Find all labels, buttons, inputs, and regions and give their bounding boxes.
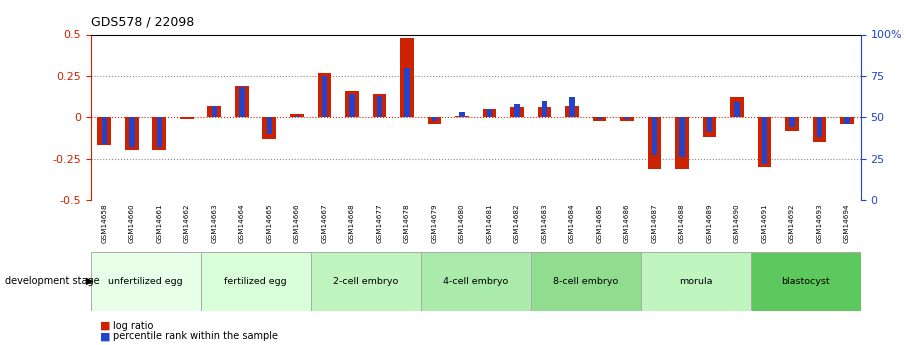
Bar [377,96,382,117]
Bar [483,109,496,117]
Bar [180,117,194,119]
Text: percentile rank within the sample: percentile rank within the sample [113,332,278,341]
Bar [593,117,606,121]
Bar [624,117,630,119]
Bar [125,117,139,150]
Text: blastocyst: blastocyst [781,277,830,286]
Bar [680,117,685,157]
Bar [420,252,531,310]
Bar [235,86,249,117]
Bar [455,116,468,117]
Bar [322,76,327,117]
Bar [757,117,771,167]
Bar [428,117,441,124]
Bar [840,117,853,124]
Text: 2-cell embryo: 2-cell embryo [333,277,399,286]
Bar [207,106,221,117]
Bar [651,117,657,155]
Bar [816,117,822,137]
Bar [707,117,712,132]
Bar [510,107,524,117]
Text: 4-cell embryo: 4-cell embryo [443,277,508,286]
Bar [514,104,520,117]
Bar [648,117,661,169]
Bar [569,97,574,117]
Bar [152,117,166,150]
Bar [129,117,135,147]
Bar [565,106,579,117]
Bar [702,117,717,137]
Bar [531,252,641,310]
Bar [751,252,861,310]
Bar [762,117,767,164]
Bar [734,102,739,117]
Bar [620,117,634,121]
Bar [537,107,551,117]
Bar [431,117,437,121]
Bar [487,109,492,117]
Bar [349,94,354,117]
Text: development stage: development stage [5,276,99,286]
Bar [597,117,602,119]
Text: unfertilized egg: unfertilized egg [109,277,183,286]
Bar [786,117,799,130]
Text: GDS578 / 22098: GDS578 / 22098 [91,16,194,29]
Text: morula: morula [679,277,712,286]
Bar [266,117,272,134]
Text: ■: ■ [100,332,111,341]
Bar [91,252,200,310]
Bar [789,117,795,127]
Bar [641,252,751,310]
Bar [404,68,410,117]
Bar [212,106,217,117]
Bar [294,116,300,117]
Text: log ratio: log ratio [113,321,154,331]
Bar [317,72,332,117]
Bar [459,112,465,117]
Bar [542,101,547,117]
Bar [290,114,304,117]
Bar [675,117,689,169]
Bar [730,97,744,117]
Bar [844,117,850,124]
Bar [157,117,162,147]
Text: fertilized egg: fertilized egg [225,277,287,286]
Text: 8-cell embryo: 8-cell embryo [553,277,618,286]
Bar [239,88,245,117]
Text: ▶: ▶ [86,276,93,286]
Text: ■: ■ [100,321,111,331]
Bar [372,94,386,117]
Bar [101,117,107,144]
Bar [98,117,111,146]
Bar [263,117,276,139]
Bar [400,38,414,117]
Bar [311,252,420,310]
Bar [813,117,826,142]
Bar [345,91,359,117]
Bar [200,252,311,310]
